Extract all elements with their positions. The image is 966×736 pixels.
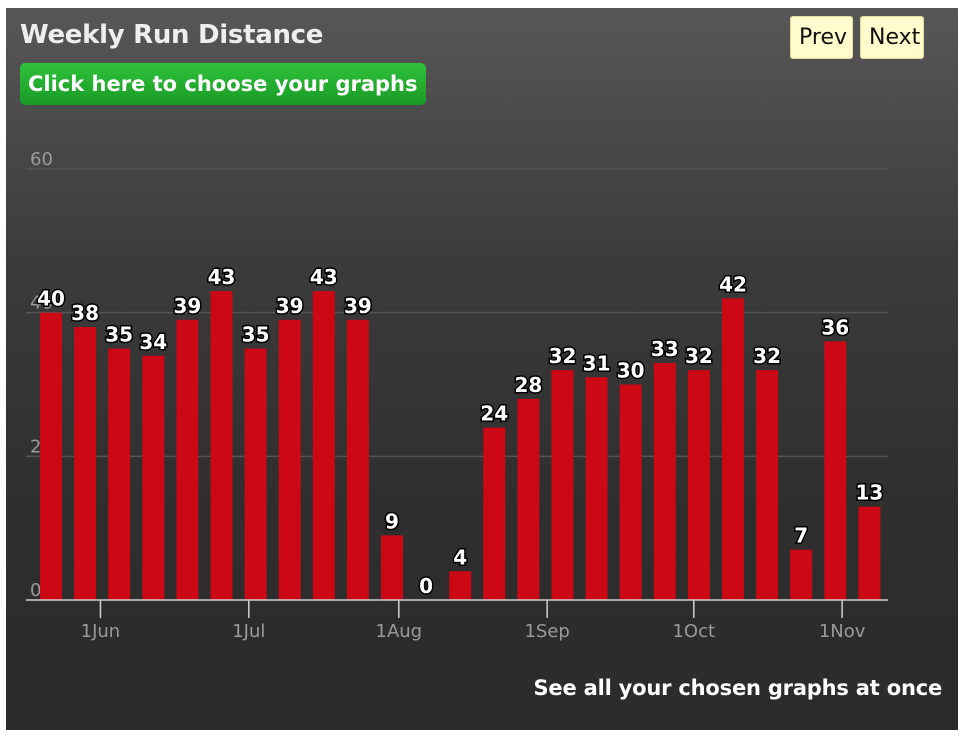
y-tick-label: 0 [30, 580, 41, 601]
bar [244, 348, 267, 600]
bar [756, 370, 779, 600]
x-tick-label: 1Aug [376, 621, 423, 642]
data-label: 35 [105, 323, 133, 347]
data-label: 42 [719, 272, 747, 296]
data-label: 39 [344, 294, 372, 318]
x-tick-label: 1Jun [81, 621, 121, 642]
bar [619, 384, 642, 600]
bar [585, 377, 608, 600]
next-button[interactable]: Next [860, 16, 924, 59]
bar [790, 549, 813, 600]
data-label: 33 [651, 337, 679, 361]
data-label: 24 [480, 402, 508, 426]
bar [210, 291, 233, 600]
y-tick-label: 60 [30, 149, 53, 170]
bar [517, 398, 540, 600]
bar [312, 291, 335, 600]
bar [176, 319, 199, 600]
bar [278, 319, 301, 600]
data-label: 32 [685, 344, 713, 368]
bar [449, 571, 472, 600]
x-tick-label: 1Sep [524, 621, 569, 642]
bar [687, 370, 710, 600]
data-label: 7 [794, 524, 808, 548]
data-label: 13 [855, 481, 883, 505]
bar [824, 341, 847, 600]
bar [74, 327, 97, 600]
data-label: 0 [419, 574, 433, 598]
data-label: 38 [71, 301, 99, 325]
y-tick-label: 40 [30, 293, 53, 314]
data-label: 32 [549, 344, 577, 368]
chart-panel [6, 8, 958, 730]
data-label: 35 [242, 323, 270, 347]
bar [142, 355, 165, 600]
bar [40, 312, 62, 600]
x-axis: 1Jun 1Jul 1Aug 1Sep 1Oct 1Nov [26, 599, 888, 642]
bar [483, 427, 506, 600]
choose-graphs-button[interactable]: Click here to choose your graphs [20, 63, 426, 105]
see-all-graphs-link[interactable]: See all your chosen graphs at once [533, 676, 942, 700]
prev-button[interactable]: Prev [790, 16, 853, 59]
bar [722, 298, 744, 600]
data-label: 9 [385, 509, 399, 533]
data-label: 43 [208, 265, 236, 289]
x-tick-label: 1Oct [672, 621, 715, 642]
data-label: 36 [821, 315, 849, 339]
bar [551, 370, 574, 600]
data-label: 32 [753, 344, 781, 368]
data-label: 39 [173, 294, 201, 318]
bar [346, 319, 369, 600]
data-label: 30 [617, 359, 645, 383]
x-tick-label: 1Jul [232, 621, 265, 642]
data-label: 31 [583, 351, 611, 375]
bar [653, 362, 676, 600]
gridlines [26, 168, 888, 458]
data-label: 28 [514, 373, 542, 397]
bar [381, 535, 403, 600]
data-label: 40 [37, 287, 65, 311]
bar [108, 348, 131, 600]
data-label: 43 [310, 265, 338, 289]
data-label: 39 [276, 294, 304, 318]
data-label: 4 [453, 545, 467, 569]
bars [40, 291, 881, 600]
x-tick-label: 1Nov [819, 621, 866, 642]
data-label: 34 [139, 330, 167, 354]
page-title: Weekly Run Distance [20, 20, 324, 50]
bar [858, 506, 881, 600]
